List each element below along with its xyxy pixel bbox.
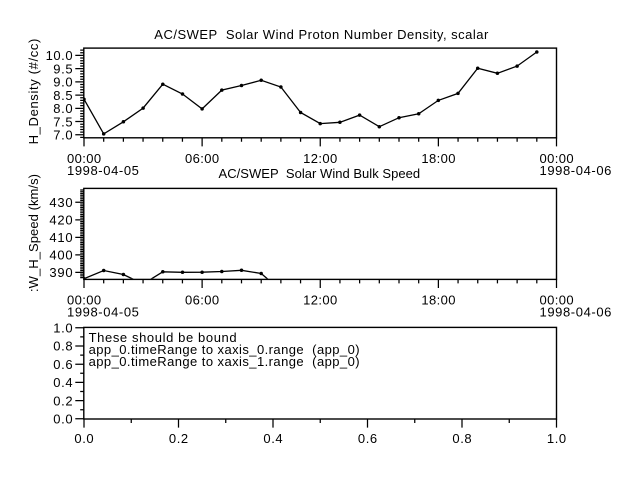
- svg-text:00:00: 00:00: [539, 293, 573, 308]
- svg-text:0.4: 0.4: [263, 431, 282, 446]
- svg-text:00:00: 00:00: [539, 151, 573, 166]
- svg-text:H_Density (#/cc): H_Density (#/cc): [26, 39, 41, 145]
- svg-text:7.5: 7.5: [53, 114, 72, 129]
- svg-text:410: 410: [49, 230, 72, 245]
- svg-text:00:00: 00:00: [67, 293, 101, 308]
- svg-text:1.0: 1.0: [53, 321, 72, 336]
- svg-text:These should be bound: These should be bound: [89, 330, 237, 345]
- svg-text:12:00: 12:00: [303, 151, 337, 166]
- svg-text:430: 430: [49, 195, 72, 210]
- svg-text:420: 420: [49, 213, 72, 228]
- svg-text:7.0: 7.0: [53, 128, 72, 143]
- svg-text:0.0: 0.0: [53, 412, 72, 427]
- svg-text:0.6: 0.6: [53, 357, 72, 372]
- svg-text:0.4: 0.4: [53, 375, 72, 390]
- svg-text::W_H_Speed (km/s): :W_H_Speed (km/s): [26, 174, 41, 292]
- svg-text:9.0: 9.0: [53, 75, 72, 90]
- svg-text:12:00: 12:00: [303, 293, 337, 308]
- svg-text:1998-04-06: 1998-04-06: [540, 305, 612, 320]
- svg-text:0.8: 0.8: [452, 431, 471, 446]
- svg-text:8.0: 8.0: [53, 101, 72, 116]
- svg-text:18:00: 18:00: [421, 151, 455, 166]
- svg-text:8.5: 8.5: [53, 88, 72, 103]
- svg-text:10.0: 10.0: [46, 48, 73, 63]
- svg-text:00:00: 00:00: [67, 151, 101, 166]
- svg-text:390: 390: [49, 265, 72, 280]
- svg-text:1.0: 1.0: [547, 431, 566, 446]
- svg-text:9.5: 9.5: [53, 61, 72, 76]
- svg-text:0.0: 0.0: [74, 431, 93, 446]
- svg-text:1998-04-05: 1998-04-05: [67, 163, 139, 178]
- svg-text:AC/SWEP Solar Wind Bulk Speed: AC/SWEP Solar Wind Bulk Speed: [219, 166, 421, 181]
- svg-text:0.8: 0.8: [53, 339, 72, 354]
- svg-text:0.6: 0.6: [358, 431, 377, 446]
- svg-text:app_0.timeRange to xaxis_0.ran: app_0.timeRange to xaxis_0.range (app_0): [89, 342, 360, 357]
- svg-text:1998-04-05: 1998-04-05: [67, 305, 139, 320]
- svg-text:AC/SWEP Solar Wind Proton Num: AC/SWEP Solar Wind Proton Number Density…: [154, 27, 489, 42]
- svg-text:06:00: 06:00: [185, 293, 219, 308]
- svg-text:06:00: 06:00: [185, 151, 219, 166]
- svg-text:0.2: 0.2: [53, 393, 72, 408]
- svg-text:app_0.timeRange to xaxis_1.ran: app_0.timeRange to xaxis_1.range (app_0): [89, 354, 360, 369]
- svg-text:400: 400: [49, 248, 72, 263]
- svg-text:0.2: 0.2: [169, 431, 188, 446]
- svg-text:18:00: 18:00: [421, 293, 455, 308]
- svg-text:1998-04-06: 1998-04-06: [540, 163, 612, 178]
